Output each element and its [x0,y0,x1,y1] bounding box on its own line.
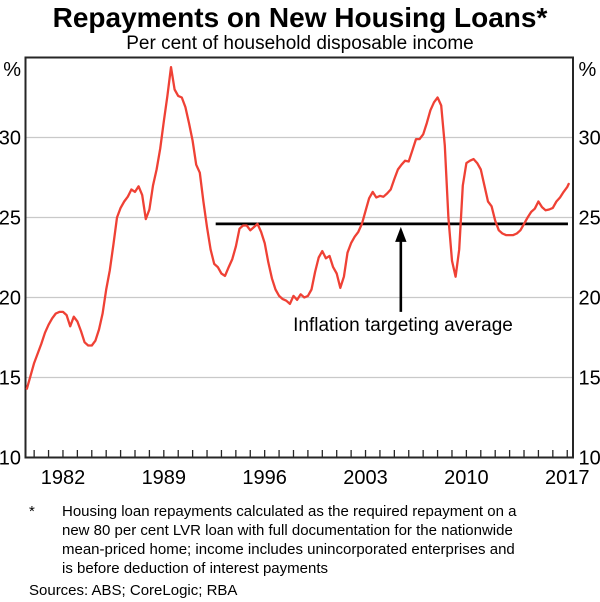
y-axis-unit-label-right: % [579,59,597,81]
annotation-arrow-head [395,226,407,242]
footnote-line: new 80 per cent LVR loan with full docum… [62,522,513,539]
x-axis-tick-label: 1982 [41,467,86,489]
y-axis-tick-label-right: 15 [579,368,600,390]
footnote-marker: * [29,503,35,520]
x-axis-tick-label: 1996 [242,467,287,489]
y-axis-tick-label-right: 20 [579,288,600,310]
y-axis-tick-label-left: 10 [0,448,21,470]
y-axis-tick-label-left: 30 [0,128,21,150]
y-axis-tick-label-left: 25 [0,208,21,230]
x-axis-tick-label: 2003 [343,467,388,489]
chart-title: Repayments on New Housing Loans* [52,2,548,33]
footnote-line: Housing loan repayments calculated as th… [62,503,517,520]
footnote-line: is before deduction of interest payments [62,560,328,577]
y-axis-tick-label-right: 30 [579,128,600,150]
x-axis-tick-label: 1989 [142,467,187,489]
x-axis-tick-label: 2010 [444,467,489,489]
y-axis-tick-label-right: 25 [579,208,600,230]
y-axis-unit-label-left: % [3,59,21,81]
annotation-label: Inflation targeting average [293,315,513,336]
y-axis-tick-label-left: 15 [0,368,21,390]
y-axis-tick-label-right: 10 [579,448,600,470]
footnote-line: mean-priced home; income includes uninco… [62,541,515,558]
sources-line: Sources: ABS; CoreLogic; RBA [29,582,238,599]
y-axis-tick-label-left: 20 [0,288,21,310]
repayments-line [25,65,570,390]
footnote-text: Housing loan repayments calculated as th… [62,502,582,578]
x-axis-tick-label: 2017 [545,467,590,489]
plot-frame [24,56,574,459]
chart-subtitle: Per cent of household disposable income [126,33,474,54]
